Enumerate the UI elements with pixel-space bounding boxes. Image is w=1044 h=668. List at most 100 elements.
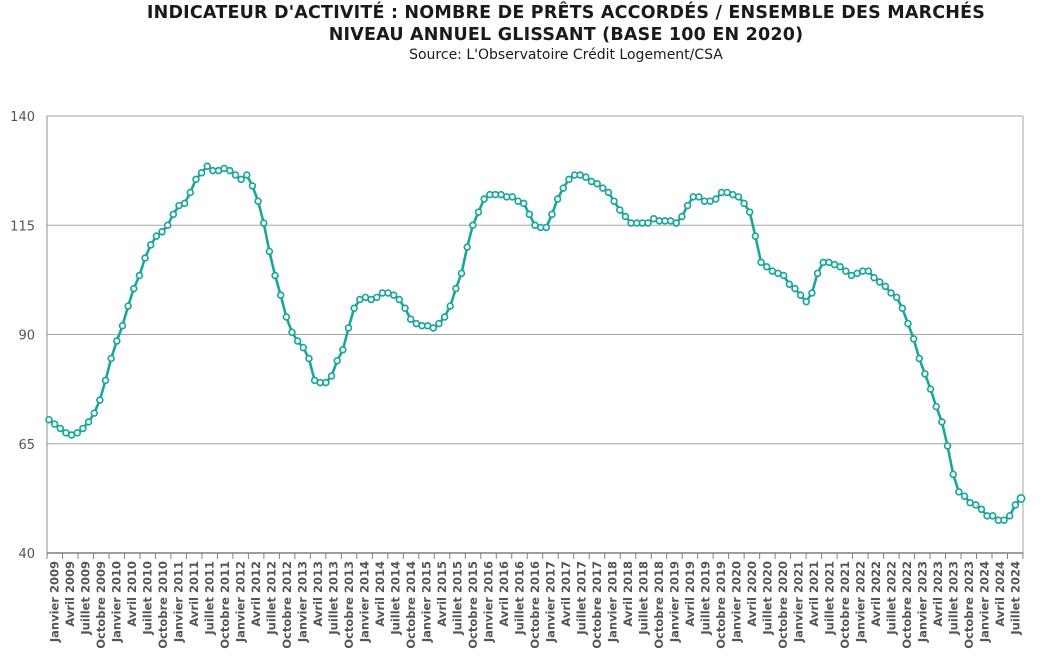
- x-tick-label: Janvier 2024: [977, 561, 991, 643]
- data-point: [322, 378, 330, 387]
- x-tick-label: Juillet 2011: [203, 561, 217, 636]
- data-point: [960, 492, 969, 500]
- x-tick-label: Octobre 2023: [962, 561, 976, 649]
- data-point: [305, 354, 313, 363]
- axes: [46, 115, 1024, 559]
- data-point: [904, 319, 912, 328]
- data-point: [469, 221, 477, 230]
- data-point: [762, 263, 771, 271]
- x-tick-label: Avril 2020: [745, 561, 759, 627]
- data-point: [389, 291, 398, 299]
- x-tick-label: Janvier 2013: [296, 561, 310, 643]
- x-tick-label: Octobre 2011: [218, 561, 232, 649]
- data-point: [616, 206, 624, 214]
- x-tick-label: Juillet 2017: [574, 561, 588, 636]
- x-tick-label: Avril 2018: [621, 561, 635, 627]
- data-point: [864, 267, 873, 275]
- x-tick-label: Janvier 2016: [482, 561, 496, 643]
- data-point: [898, 304, 907, 313]
- data-point: [565, 175, 573, 184]
- y-tick-label: 65: [18, 438, 35, 453]
- data-point: [84, 418, 93, 426]
- data-point: [559, 184, 568, 192]
- data-point: [808, 289, 816, 297]
- data-point: [553, 195, 562, 203]
- x-tick-label: Avril 2016: [497, 561, 511, 627]
- data-point: [158, 228, 166, 236]
- data-point: [842, 267, 850, 275]
- x-tick-label: Janvier 2021: [791, 561, 805, 643]
- data-point: [604, 188, 613, 197]
- x-tick-label: Janvier 2014: [358, 561, 372, 643]
- x-tick-label: Octobre 2015: [466, 561, 480, 649]
- data-point: [452, 284, 460, 293]
- x-tick-label: Janvier 2012: [234, 561, 248, 643]
- data-point: [1000, 516, 1008, 524]
- data-point: [254, 197, 262, 205]
- x-tick-label: Avril 2021: [807, 561, 821, 627]
- data-point: [734, 193, 743, 201]
- data-point: [751, 232, 760, 240]
- data-point: [203, 162, 211, 171]
- y-axis-ticks: 40 65 90 115 140: [10, 110, 35, 562]
- data-point: [474, 208, 483, 216]
- data-point: [785, 280, 794, 289]
- data-point: [599, 184, 607, 192]
- x-tick-label: Janvier 2011: [172, 561, 186, 643]
- x-tick-label: Juillet 2016: [513, 561, 527, 636]
- data-point: [779, 271, 788, 280]
- data-point: [972, 501, 980, 509]
- x-tick-label: Avril 2022: [869, 561, 883, 627]
- x-tick-label: Avril 2019: [683, 561, 697, 627]
- data-point: [169, 210, 178, 219]
- chart-title: INDICATEUR D'ACTIVITÉ : NOMBRE DE PRÊTS …: [146, 3, 986, 23]
- y-tick-label: 40: [18, 547, 35, 562]
- data-point: [548, 210, 556, 219]
- chart-source: Source: L'Observatoire Crédit Logement/C…: [409, 47, 723, 63]
- data-point: [271, 271, 279, 280]
- data-point: [949, 470, 957, 479]
- x-tick-label: Avril 2017: [559, 561, 573, 627]
- data-point: [113, 337, 121, 345]
- data-point: [152, 232, 161, 240]
- data-point: [791, 284, 799, 293]
- x-tick-label: Octobre 2016: [528, 561, 542, 649]
- data-point: [124, 302, 132, 310]
- data-point: [1016, 493, 1026, 503]
- x-tick-label: Octobre 2012: [280, 561, 294, 649]
- data-point: [50, 420, 59, 428]
- data-point: [130, 284, 138, 293]
- data-point: [644, 219, 652, 227]
- data-point: [333, 356, 341, 365]
- data-point: [446, 302, 454, 310]
- data-point: [118, 322, 127, 330]
- x-tick-label: Octobre 2013: [342, 561, 356, 649]
- data-point: [180, 199, 189, 208]
- data-point: [955, 488, 963, 496]
- x-tick-label: Avril 2015: [435, 561, 449, 627]
- data-point: [276, 291, 285, 299]
- data-point: [344, 324, 353, 332]
- data-point: [1011, 501, 1020, 509]
- data-point: [90, 409, 98, 417]
- data-point: [243, 171, 251, 179]
- x-tick-label: Juillet 2012: [265, 561, 279, 636]
- data-point: [683, 201, 692, 210]
- data-point: [678, 212, 686, 221]
- data-point: [621, 212, 630, 221]
- data-point: [988, 512, 997, 520]
- x-tick-label: Juillet 2023: [946, 561, 960, 636]
- x-tick-label: Avril 2013: [311, 561, 325, 627]
- data-point: [265, 247, 274, 256]
- x-tick-label: Octobre 2022: [900, 561, 914, 649]
- x-tick-label: Juillet 2024: [1008, 561, 1022, 636]
- data-point: [135, 271, 144, 280]
- x-tick-label: Avril 2011: [187, 561, 201, 627]
- data-point: [519, 199, 528, 208]
- data-point: [672, 219, 681, 227]
- y-tick-label: 90: [18, 329, 35, 344]
- data-point: [163, 221, 172, 230]
- data-point: [141, 254, 149, 262]
- data-point: [101, 376, 110, 385]
